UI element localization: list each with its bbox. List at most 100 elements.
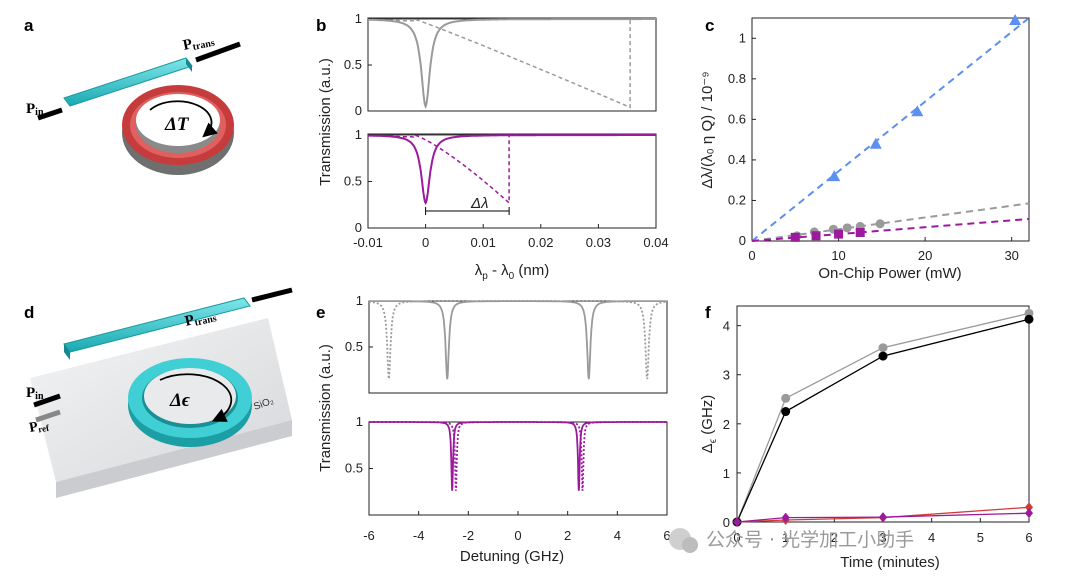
chart-e-top-dotted-curve: [369, 300, 667, 380]
chart-b-xtick: 0.03: [586, 235, 611, 250]
chart-c-fit-line: [751, 17, 1030, 242]
chart-c-frame: [751, 17, 1030, 242]
p-in-label-d: Pin: [26, 385, 44, 402]
chart-c-fit-line: [751, 202, 1030, 242]
chart-b-top-thermal-curve: [368, 18, 656, 109]
chart-e-bottom-dotted-curve: [369, 421, 667, 491]
chart-f-point-black: [878, 351, 888, 361]
chart-b-top-cold-dip: [368, 18, 656, 110]
chart-c-ytick: 0: [739, 233, 746, 248]
chart-c-ylabel: Δλ/(λ₀ η Q) / 10⁻⁹: [699, 71, 716, 188]
chart-b-xlabel: λp - λ0 (nm): [475, 262, 549, 282]
panel-label-d: d: [24, 303, 34, 322]
chart-f-line-gray: [736, 312, 1030, 523]
chart-b-xtick: 0: [422, 235, 429, 250]
chart-e-xtick: 2: [564, 528, 571, 543]
chart-e-top-frame: [368, 300, 668, 394]
chart-e-top-ytick: 1: [356, 293, 363, 308]
chart-c-point: [869, 137, 882, 149]
chart-f-point-purple: [879, 512, 887, 523]
chart-b-top-ytick: 0: [355, 103, 362, 118]
chart-c-point: [855, 227, 865, 237]
chart-b-top-ytick: 0.5: [344, 57, 362, 72]
chart-f-frame: [736, 305, 1030, 523]
chart-c-xtick: 20: [918, 248, 932, 263]
chart-e-xtick: 4: [614, 528, 621, 543]
illustration-a: ΔT Pin Ptrans: [26, 32, 241, 175]
chart-f-ylabel: Δϵ (GHz): [699, 395, 719, 454]
chart-e-top-ytick: 0.5: [345, 339, 363, 354]
chart-f-point-gray: [878, 343, 888, 353]
chart-e-xlabel: Detuning (GHz): [460, 548, 564, 565]
chart-f-point-purple: [733, 517, 741, 527]
chart-b-bottom-frame: [367, 133, 657, 229]
chart-b-xtick: 0.01: [471, 235, 496, 250]
chart-e-bottom-frame: [368, 421, 668, 516]
chart-e-xtick: -2: [463, 528, 475, 543]
panel-label-a: a: [24, 16, 34, 35]
chart-c-ytick: 0.8: [728, 71, 746, 86]
chart-c-point: [911, 105, 924, 117]
chart-c-xtick: 10: [831, 248, 845, 263]
chart-f-point-black: [781, 407, 791, 417]
chart-c-ytick: 1: [739, 30, 746, 45]
chart-b-bottom-ytick: 1: [355, 127, 362, 142]
panel-label-c: c: [705, 16, 714, 35]
chart-e: 0.5 1 0.5 1 -6 -4 -2 0 2 4 6: [345, 293, 671, 543]
panel-label-f: f: [705, 303, 711, 322]
chart-c-ytick: 0.4: [728, 152, 746, 167]
chart-c-fit-line: [751, 217, 1030, 242]
p-trans-label-a: Ptrans: [182, 32, 216, 55]
chart-c-ytick: 0.2: [728, 192, 746, 207]
chart-c-xtick: 30: [1004, 248, 1018, 263]
ring-resonator-a: ΔT: [122, 85, 234, 175]
chart-f-xtick: 5: [977, 530, 984, 545]
chart-c-xlabel: On-Chip Power (mW): [818, 265, 961, 282]
chart-c-point: [875, 219, 885, 229]
chart-e-bottom-ytick: 1: [356, 414, 363, 429]
chart-b-xtick: 0.02: [528, 235, 553, 250]
chart-f-xtick: 2: [831, 530, 838, 545]
panel-label-e: e: [316, 303, 325, 322]
chart-c-point: [811, 231, 821, 241]
chart-b-xtick: 0.04: [643, 235, 668, 250]
waveguide-d: [63, 297, 251, 360]
chart-f-point-purple: [1025, 508, 1033, 519]
input-arrow-a: [37, 107, 63, 121]
output-arrow-a: [195, 41, 241, 63]
chart-f-xtick: 1: [782, 530, 789, 545]
chart-c-ytick: 0.6: [728, 111, 746, 126]
chart-c: 0 10 20 30 0 0.2 0.4 0.6 0.8 1: [728, 14, 1030, 263]
chart-f-line-black: [736, 318, 1030, 523]
chart-b-annotation: Δλ: [470, 195, 488, 212]
chart-b-ylabel: Transmission (a.u.): [317, 58, 334, 186]
waveguide-a: [63, 57, 193, 107]
ring-label-delta-eps: Δϵ: [169, 390, 191, 411]
chart-f-point-purple: [781, 512, 790, 523]
chart-b-bottom-cold-dip: [367, 134, 656, 206]
chart-c-point: [790, 232, 800, 242]
chart-b-top-frame: [367, 17, 657, 112]
chart-f-line-purple: [736, 512, 1030, 523]
chart-f-xtick: 4: [928, 530, 935, 545]
output-arrow-d: [251, 287, 293, 303]
chart-b-bottom-ytick: 0.5: [344, 174, 362, 189]
chart-f-line-red: [736, 506, 1030, 523]
watermark: 公众号 · 光学加工小助手: [669, 528, 914, 553]
chart-f-ytick: 4: [723, 319, 730, 334]
chart-f-xtick: 3: [879, 530, 886, 545]
chart-f-ytick: 3: [723, 368, 730, 383]
chart-f: 0 1 2 3 4 5 6 0 1 2 3 4: [723, 305, 1034, 545]
chart-f-ytick: 2: [723, 417, 730, 432]
chart-c-xtick: 0: [748, 248, 755, 263]
input-arrow-d: [33, 393, 61, 408]
panel-label-b: b: [316, 16, 326, 35]
chart-c-point: [842, 223, 852, 233]
chart-c-point: [834, 229, 844, 239]
ring-resonator-d: Δϵ: [128, 358, 252, 447]
chart-e-bottom-solid-curve: [369, 421, 667, 491]
chart-e-xtick: -6: [363, 528, 375, 543]
ring-label-delta-t: ΔT: [164, 114, 190, 135]
